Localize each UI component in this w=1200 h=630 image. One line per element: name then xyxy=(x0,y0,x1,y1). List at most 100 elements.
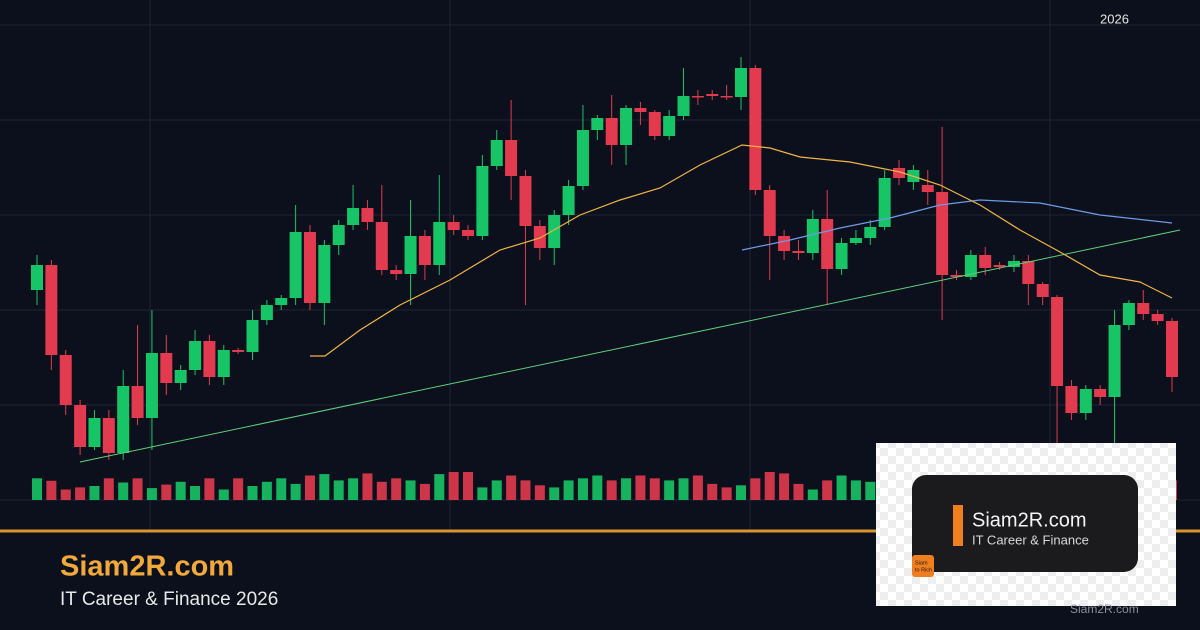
volume-bar xyxy=(333,480,344,500)
logo-icon xyxy=(912,555,934,577)
brand-title: Siam2R.com xyxy=(60,551,234,583)
candle-body xyxy=(648,112,661,136)
volume-bar xyxy=(635,475,646,500)
candle-body xyxy=(778,236,791,251)
volume-bar xyxy=(132,478,143,500)
candle-body xyxy=(979,255,992,268)
volume-bar xyxy=(549,487,560,500)
volume-bar xyxy=(46,480,57,500)
volume-bar xyxy=(477,487,488,500)
candle-body xyxy=(806,219,819,253)
candle-body xyxy=(45,265,58,355)
candle-body xyxy=(835,243,848,269)
volume-bar xyxy=(807,489,818,500)
candle-body xyxy=(864,227,877,238)
trend-line xyxy=(79,229,1181,463)
candle-body xyxy=(88,418,101,447)
candle-body xyxy=(31,265,43,290)
volume-bar xyxy=(419,483,430,500)
volume-bar xyxy=(463,472,474,500)
candle-body xyxy=(964,255,977,277)
candle-body xyxy=(993,265,1006,267)
volume-bar xyxy=(118,482,129,500)
volume-bar xyxy=(563,480,574,500)
volume-bar xyxy=(32,478,42,500)
volume-bar xyxy=(692,475,703,500)
candle-body xyxy=(404,236,417,274)
candle-body xyxy=(145,353,158,418)
volume-bar xyxy=(60,489,71,500)
candle-body xyxy=(1079,389,1092,413)
volume-bar xyxy=(491,480,502,500)
volume-bar xyxy=(233,478,244,500)
candle-body xyxy=(433,222,446,265)
candle-body xyxy=(1094,389,1107,397)
candle-body xyxy=(189,341,202,370)
candle-body xyxy=(275,298,288,305)
volume-bar xyxy=(261,481,272,500)
volume-bar xyxy=(592,475,603,500)
volume-bar xyxy=(534,485,545,500)
volume-bar xyxy=(577,478,588,500)
volume-bar xyxy=(290,483,301,500)
candle-body xyxy=(1166,321,1178,377)
candle-body xyxy=(706,94,719,96)
moving-average-slow xyxy=(741,199,1173,251)
candle-body xyxy=(131,386,144,418)
candle-body xyxy=(117,386,130,453)
candle-body xyxy=(289,232,302,298)
candle-body xyxy=(361,208,374,222)
candle-body xyxy=(548,215,561,248)
candle-body xyxy=(1137,303,1150,314)
logo-subtitle: IT Career & Finance xyxy=(972,532,1089,547)
candle-body xyxy=(232,350,245,352)
candle-body xyxy=(418,236,431,265)
candle-body xyxy=(878,178,891,227)
candle-body xyxy=(763,190,776,236)
volume-bar xyxy=(276,478,287,500)
candle-body xyxy=(576,130,589,186)
volume-bar xyxy=(103,478,114,500)
candle-body xyxy=(634,108,647,112)
volume-bar xyxy=(161,484,172,500)
volume-bar xyxy=(836,475,847,500)
year-label: 2026 xyxy=(1100,11,1129,26)
volume-bar xyxy=(764,472,775,500)
candle-body xyxy=(620,108,633,145)
candle-body xyxy=(950,275,963,277)
candle-body xyxy=(1036,284,1049,297)
candle-body xyxy=(591,118,604,130)
volume-bar xyxy=(850,480,861,500)
icon-text: Siam xyxy=(915,560,928,566)
candle-body xyxy=(505,140,518,176)
candle-body xyxy=(203,341,216,377)
candle-body xyxy=(921,185,934,192)
candle-body xyxy=(1007,261,1020,267)
candle-body xyxy=(720,96,733,98)
volume-bar xyxy=(707,483,718,500)
volume-bar xyxy=(865,481,876,500)
candle-body xyxy=(1022,261,1035,284)
candle-body xyxy=(519,176,532,226)
logo-title: Siam2R.com xyxy=(972,509,1086,531)
candle-body xyxy=(102,418,115,453)
candle-body xyxy=(677,96,690,116)
volume-bar xyxy=(391,478,402,500)
volume-bar xyxy=(506,475,517,500)
candle-body xyxy=(1065,386,1078,413)
candle-body xyxy=(849,238,862,243)
volume-bar xyxy=(664,480,675,500)
candle-body xyxy=(447,222,460,230)
candle-body xyxy=(303,232,316,303)
volume-bar xyxy=(649,478,660,500)
volume-bar xyxy=(678,478,689,500)
candle-body xyxy=(332,225,345,245)
candle-body xyxy=(375,222,388,270)
volume-bar xyxy=(376,481,387,500)
candle-body xyxy=(476,166,489,236)
candle-body xyxy=(74,405,87,447)
volume-bar xyxy=(75,487,86,500)
volume-bar xyxy=(362,473,373,500)
volume-bar xyxy=(793,483,804,500)
candle-body xyxy=(533,226,546,248)
